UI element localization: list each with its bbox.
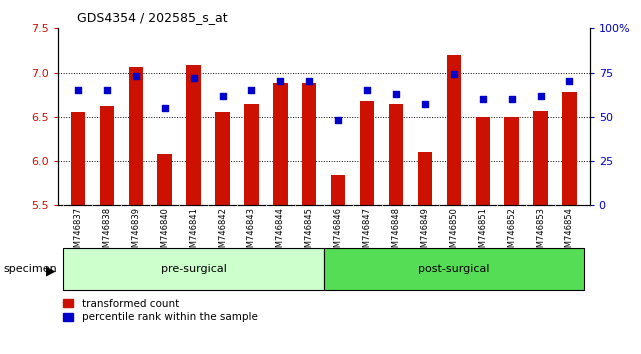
Bar <box>533 110 548 205</box>
Point <box>73 87 83 93</box>
FancyBboxPatch shape <box>324 248 584 290</box>
Text: specimen: specimen <box>3 264 57 274</box>
Bar <box>187 65 201 205</box>
Bar <box>562 92 577 205</box>
Point <box>102 87 112 93</box>
Bar <box>71 113 85 205</box>
Point <box>131 73 141 79</box>
Bar <box>215 113 229 205</box>
Point <box>535 93 545 98</box>
Bar <box>388 103 403 205</box>
Point <box>506 96 517 102</box>
Bar <box>158 154 172 205</box>
Bar <box>476 117 490 205</box>
Text: ▶: ▶ <box>46 264 56 277</box>
Bar <box>244 103 259 205</box>
Bar <box>360 101 374 205</box>
Text: GDS4354 / 202585_s_at: GDS4354 / 202585_s_at <box>77 11 228 24</box>
Text: pre-surgical: pre-surgical <box>161 264 226 274</box>
Bar <box>447 55 461 205</box>
Point <box>188 75 199 81</box>
Point <box>478 96 488 102</box>
Bar <box>331 175 345 205</box>
Point <box>420 102 430 107</box>
Legend: transformed count, percentile rank within the sample: transformed count, percentile rank withi… <box>63 299 258 322</box>
Point <box>304 79 314 84</box>
Point <box>246 87 256 93</box>
Bar <box>273 83 288 205</box>
Point <box>391 91 401 97</box>
Point <box>362 87 372 93</box>
Point <box>564 79 574 84</box>
Bar <box>418 152 432 205</box>
Bar <box>129 67 143 205</box>
Point <box>449 72 459 77</box>
Bar <box>504 117 519 205</box>
Point <box>160 105 170 111</box>
Bar <box>99 106 114 205</box>
Point <box>275 79 285 84</box>
Text: post-surgical: post-surgical <box>418 264 490 274</box>
Point <box>333 118 344 123</box>
Point <box>217 93 228 98</box>
FancyBboxPatch shape <box>63 248 324 290</box>
Bar <box>302 83 317 205</box>
